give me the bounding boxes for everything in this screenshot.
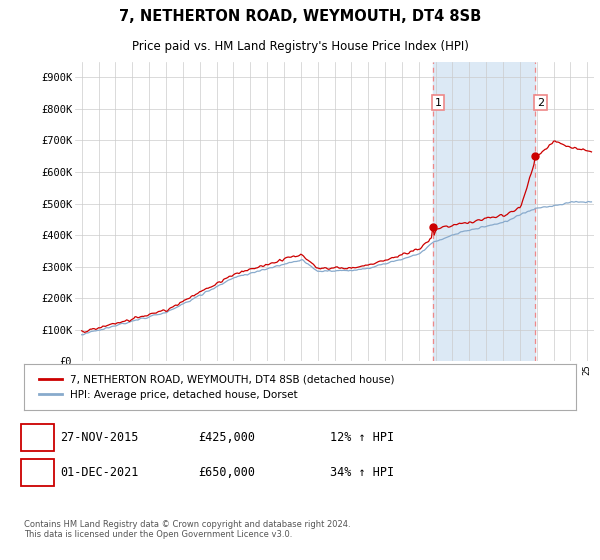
Text: £425,000: £425,000 bbox=[198, 431, 255, 444]
Text: 01-DEC-2021: 01-DEC-2021 bbox=[60, 466, 139, 479]
Text: £650,000: £650,000 bbox=[198, 466, 255, 479]
Text: 1: 1 bbox=[434, 97, 442, 108]
Text: 2: 2 bbox=[34, 466, 42, 479]
Text: 1: 1 bbox=[34, 431, 42, 444]
Bar bbox=[433, 62, 535, 361]
Text: Contains HM Land Registry data © Crown copyright and database right 2024.
This d: Contains HM Land Registry data © Crown c… bbox=[24, 520, 350, 539]
Text: Price paid vs. HM Land Registry's House Price Index (HPI): Price paid vs. HM Land Registry's House … bbox=[131, 40, 469, 53]
Text: 27-NOV-2015: 27-NOV-2015 bbox=[60, 431, 139, 444]
Text: 34% ↑ HPI: 34% ↑ HPI bbox=[330, 466, 394, 479]
Text: 7, NETHERTON ROAD, WEYMOUTH, DT4 8SB: 7, NETHERTON ROAD, WEYMOUTH, DT4 8SB bbox=[119, 9, 481, 24]
Legend: 7, NETHERTON ROAD, WEYMOUTH, DT4 8SB (detached house), HPI: Average price, detac: 7, NETHERTON ROAD, WEYMOUTH, DT4 8SB (de… bbox=[35, 370, 399, 404]
Text: 12% ↑ HPI: 12% ↑ HPI bbox=[330, 431, 394, 444]
Text: 2: 2 bbox=[537, 97, 544, 108]
